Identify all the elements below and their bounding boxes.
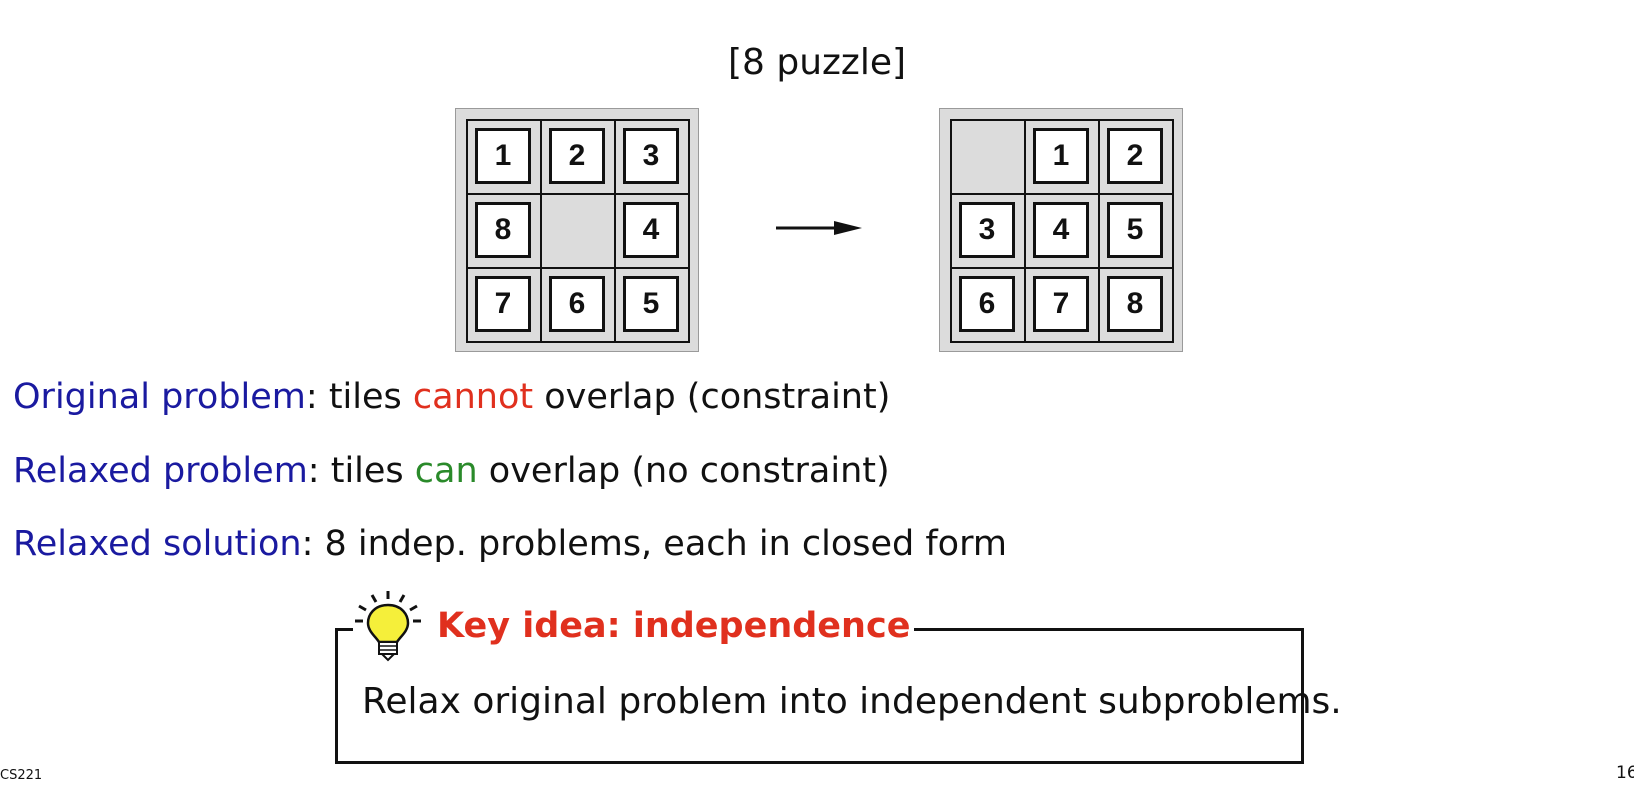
empty-cell: [952, 121, 1026, 195]
board-cell: 8: [468, 195, 542, 269]
tile-8: 8: [1107, 276, 1163, 332]
page-number: 16: [1616, 763, 1634, 783]
board-cell: 5: [616, 269, 690, 343]
text: tiles: [320, 451, 415, 491]
key-idea-body: Relax original problem into independent …: [362, 679, 1342, 725]
course-label: CS221: [0, 768, 42, 783]
board-cell: 6: [542, 269, 616, 343]
key-idea-header: Key idea: independence: [353, 591, 914, 661]
relaxed-solution-term: Relaxed solution: [0, 524, 302, 564]
tile-5: 5: [623, 276, 679, 332]
board-cell: 4: [616, 195, 690, 269]
original-problem-term: Original problem: [0, 377, 306, 417]
board-cell: 4: [1026, 195, 1100, 269]
tile-1: 1: [475, 128, 531, 184]
tile-4: 4: [623, 202, 679, 258]
tile-7: 7: [475, 276, 531, 332]
board-cell: 8: [1100, 269, 1174, 343]
tile-6: 6: [549, 276, 605, 332]
text: tiles: [318, 377, 413, 417]
tile-4: 4: [1033, 202, 1089, 258]
text: overlap (no constraint): [478, 451, 890, 491]
original-problem-line: Original problem: tiles cannot overlap (…: [0, 375, 1634, 419]
tile-1: 1: [1033, 128, 1089, 184]
empty-cell: [542, 195, 616, 269]
colon: :: [302, 524, 314, 564]
relaxed-problem-line: Relaxed problem: tiles can overlap (no c…: [0, 449, 1634, 493]
right-arrow-icon: [776, 218, 862, 238]
board-cell: 3: [616, 121, 690, 195]
tile-7: 7: [1033, 276, 1089, 332]
tile-5: 5: [1107, 202, 1163, 258]
relaxed-solution-line: Relaxed solution: 8 indep. problems, eac…: [0, 522, 1634, 566]
board-cell: 2: [542, 121, 616, 195]
text: 8 indep. problems, each in closed form: [313, 524, 1007, 564]
relaxed-problem-term: Relaxed problem: [0, 451, 308, 491]
board-cell: 2: [1100, 121, 1174, 195]
lightbulb-icon: [353, 589, 423, 663]
board-cell: 7: [1026, 269, 1100, 343]
slide-title: [8 puzzle]: [0, 40, 1634, 86]
cannot-word: cannot: [413, 377, 533, 417]
colon: :: [308, 451, 320, 491]
board-cell: 6: [952, 269, 1026, 343]
tile-3: 3: [959, 202, 1015, 258]
key-idea-label: Key idea: independence: [437, 606, 910, 646]
tile-2: 2: [1107, 128, 1163, 184]
tile-6: 6: [959, 276, 1015, 332]
board-cell: 1: [468, 121, 542, 195]
tile-2: 2: [549, 128, 605, 184]
colon: :: [306, 377, 318, 417]
tile-3: 3: [623, 128, 679, 184]
board-cell: 7: [468, 269, 542, 343]
can-word: can: [415, 451, 478, 491]
tile-8: 8: [475, 202, 531, 258]
board-cell: 1: [1026, 121, 1100, 195]
board-cell: 5: [1100, 195, 1174, 269]
text: overlap (constraint): [533, 377, 890, 417]
board-cell: 3: [952, 195, 1026, 269]
